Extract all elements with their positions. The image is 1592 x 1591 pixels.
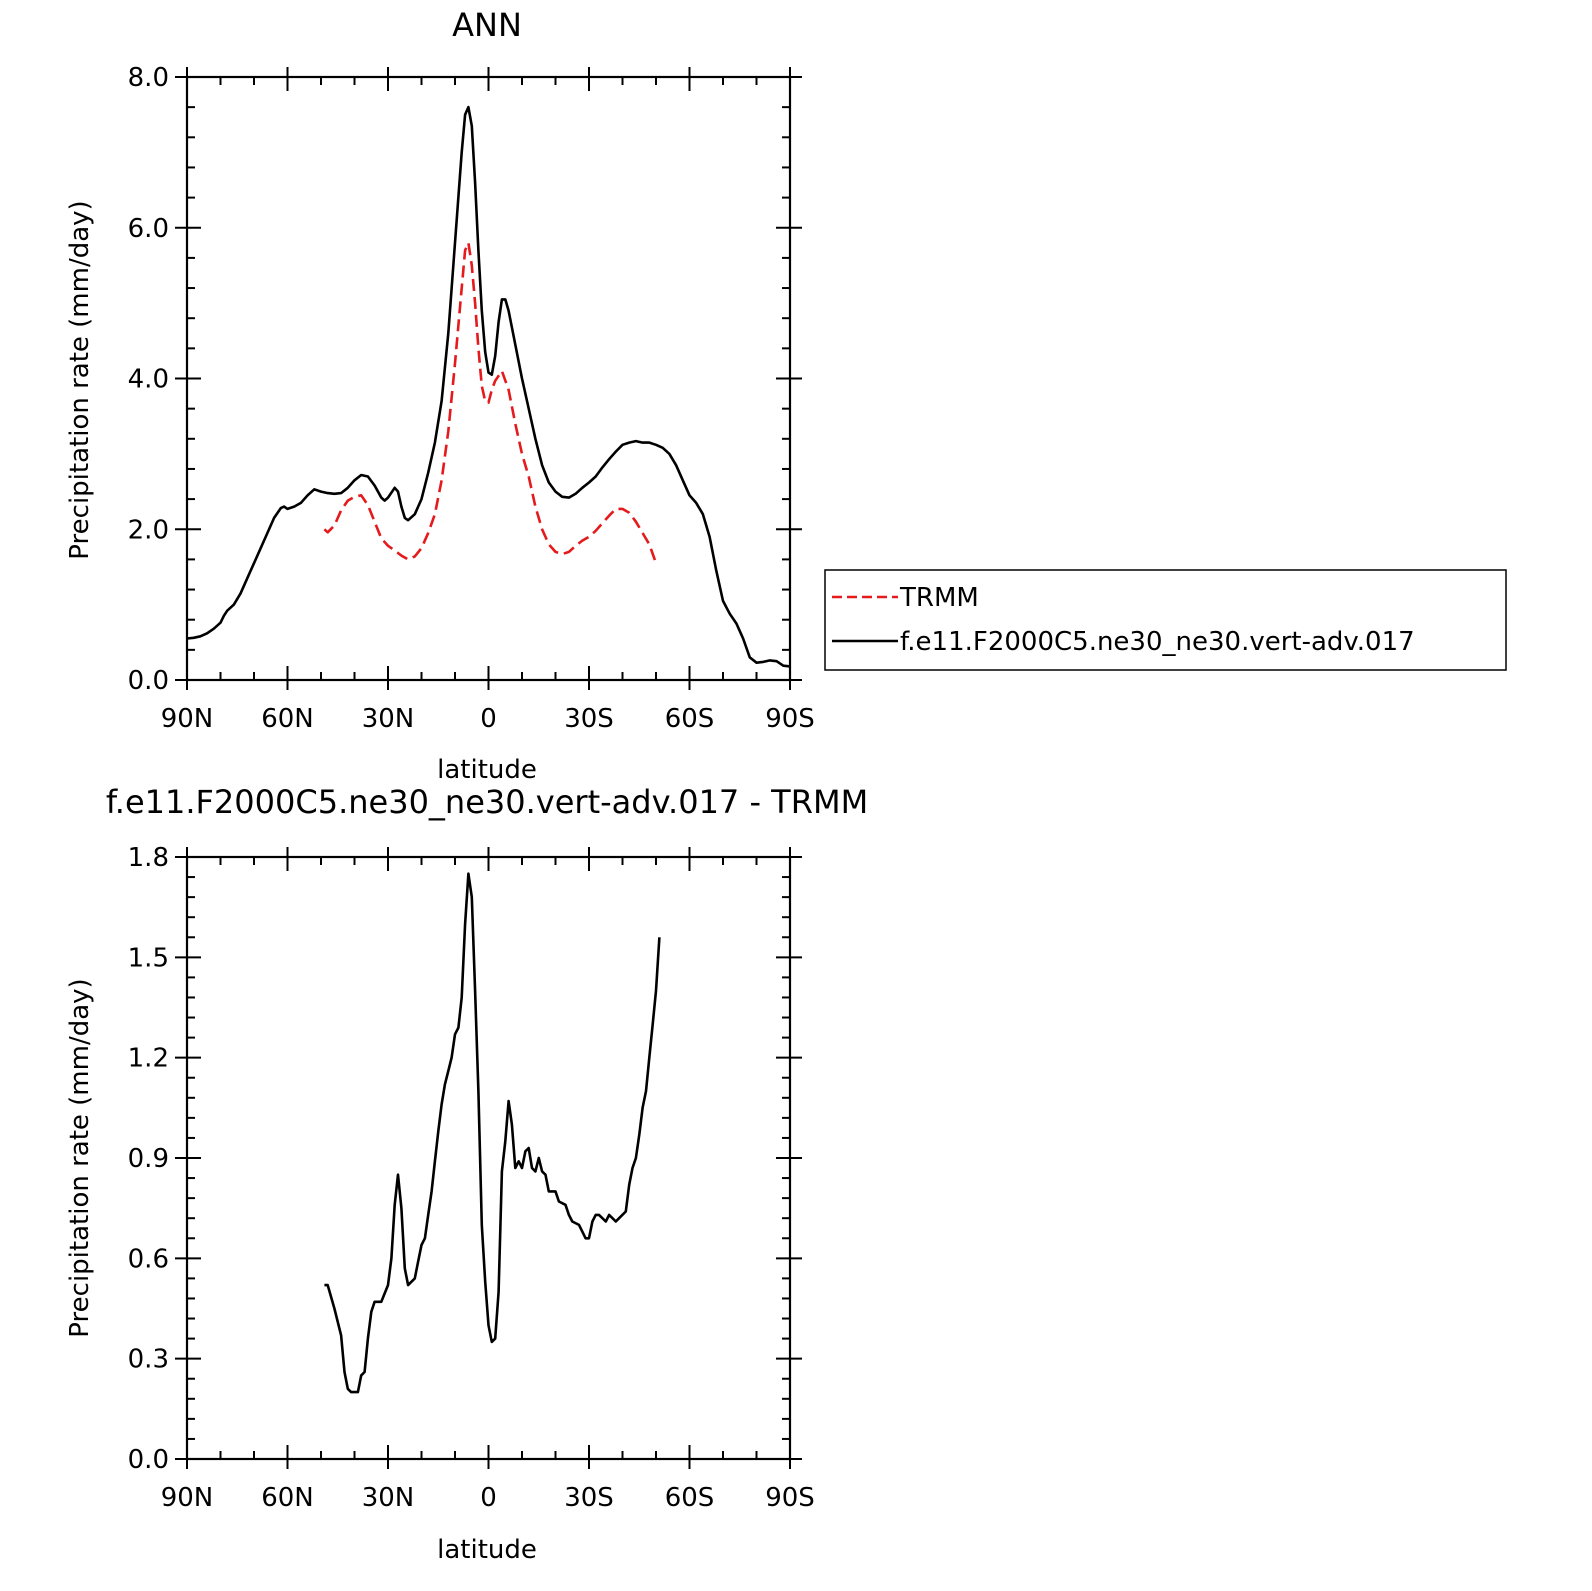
y-tick-label: 1.8 bbox=[128, 843, 169, 873]
bottom-chart-x-axis-label: latitude bbox=[437, 1535, 537, 1565]
plot-frame bbox=[185, 855, 792, 1461]
x-tick-label: 90S bbox=[765, 704, 815, 734]
x-tick-label: 60S bbox=[665, 704, 715, 734]
plot-frame bbox=[185, 75, 792, 682]
legend-label-trmm: TRMM bbox=[899, 583, 979, 613]
x-tick-label: 30S bbox=[564, 1483, 614, 1513]
x-tick-label: 30N bbox=[362, 1483, 415, 1513]
x-tick-label: 60S bbox=[665, 1483, 715, 1513]
x-tick-label: 60N bbox=[261, 1483, 314, 1513]
y-tick-label: 0.0 bbox=[128, 1445, 169, 1475]
series-line-1 bbox=[186, 105, 791, 668]
x-tick-label: 90N bbox=[161, 1483, 214, 1513]
top-chart-legend: TRMM f.e11.F2000C5.ne30_ne30.vert-adv.01… bbox=[824, 569, 1507, 671]
series-line-0 bbox=[324, 872, 661, 1394]
top-chart-x-axis-label: latitude bbox=[437, 755, 537, 785]
legend-box bbox=[824, 569, 1507, 671]
bottom-chart-y-axis-label: Precipitation rate (mm/day) bbox=[65, 978, 95, 1337]
x-tick-label: 30S bbox=[564, 704, 614, 734]
y-tick-label: 8.0 bbox=[128, 63, 169, 93]
x-tick-label: 90N bbox=[161, 704, 214, 734]
y-tick-label: 0.6 bbox=[128, 1244, 169, 1274]
y-tick-label: 1.2 bbox=[128, 1044, 169, 1074]
top-chart-plot-area: 90N 60N 30N 0 30S 60S 90S 0.0 2.0 4.0 6.0 8.0 bbox=[128, 63, 815, 734]
x-tick-label: 0 bbox=[480, 704, 497, 734]
x-tick-label: 30N bbox=[362, 704, 415, 734]
top-chart-title: ANN bbox=[452, 6, 522, 44]
legend-label-model: f.e11.F2000C5.ne30_ne30.vert-adv.017 bbox=[900, 627, 1415, 657]
y-tick-label: 4.0 bbox=[128, 365, 169, 395]
y-tick-label: 1.5 bbox=[128, 943, 169, 973]
bottom-chart-plot-area: 90N 60N 30N 0 30S 60S 90S 0.0 0.3 0.6 0.9 1.2 1.5 1.8 bbox=[128, 843, 815, 1513]
series-line-0 bbox=[323, 241, 658, 564]
y-tick-label: 0.3 bbox=[128, 1345, 169, 1375]
x-tick-label: 90S bbox=[765, 1483, 815, 1513]
y-tick-label: 6.0 bbox=[128, 214, 169, 244]
x-tick-label: 0 bbox=[480, 1483, 497, 1513]
y-tick-label: 2.0 bbox=[128, 515, 169, 545]
x-tick-label: 60N bbox=[261, 704, 314, 734]
y-tick-label: 0.9 bbox=[128, 1144, 169, 1174]
bottom-chart-title: f.e11.F2000C5.ne30_ne30.vert-adv.017 - T… bbox=[106, 783, 868, 821]
y-tick-label: 0.0 bbox=[128, 666, 169, 696]
top-chart-y-axis-label: Precipitation rate (mm/day) bbox=[65, 200, 95, 559]
